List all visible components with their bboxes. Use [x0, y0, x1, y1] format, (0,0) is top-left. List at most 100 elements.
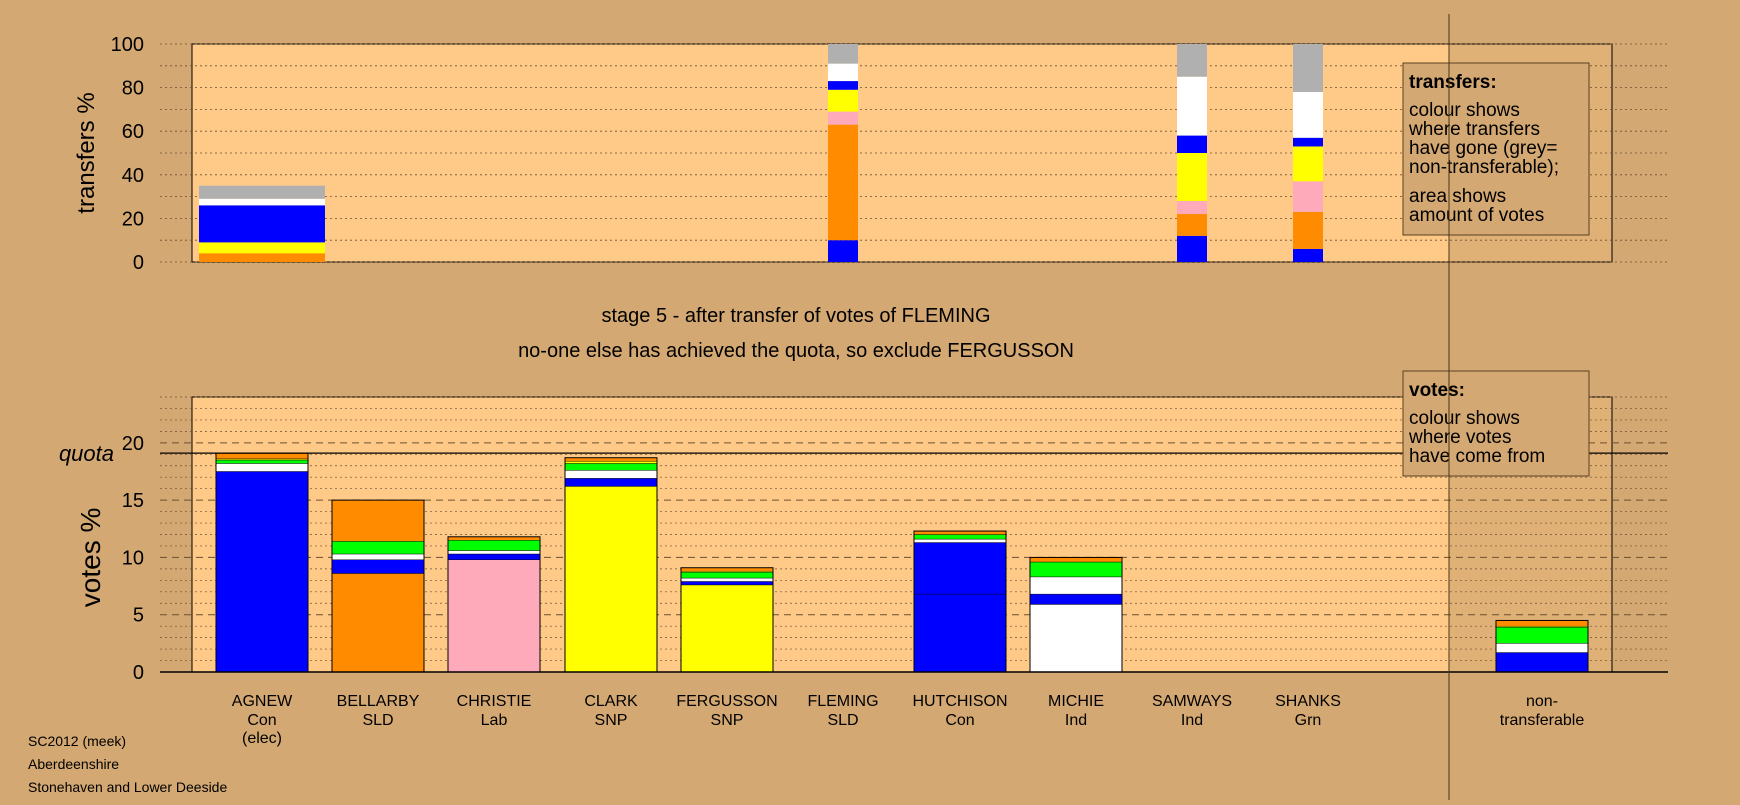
votes-bar-segment [215, 459, 309, 464]
votes-bar-segment [680, 581, 774, 586]
transfers-y-tick-label: 100 [111, 34, 144, 56]
candidate-name-label: BELLARBY [337, 693, 420, 710]
stage-text: stage 5 - after transfer of votes of FLE… [601, 305, 990, 327]
votes-bar-segment [331, 553, 425, 560]
transfers-legend-line: amount of votes [1409, 205, 1544, 226]
votes-y-tick-label: 5 [133, 605, 144, 627]
candidate-name-label: FERGUSSON [676, 693, 777, 710]
transfers-bar-segment [1177, 76, 1207, 136]
votes-bar-segment [913, 534, 1007, 540]
votes-bar-segment [913, 538, 1007, 543]
transfers-bar-segment [199, 253, 325, 262]
votes-bar-segment [331, 573, 425, 673]
transfers-bar-segment [1177, 44, 1207, 77]
transfers-legend-box [1402, 62, 1590, 236]
votes-legend-line: colour shows [1409, 408, 1520, 429]
transfers-bar-segment [1177, 135, 1207, 153]
footer-line-1: SC2012 (meek) [28, 733, 126, 749]
transfers-bar-segment [199, 205, 325, 243]
votes-bar-segment [913, 530, 1007, 535]
candidate-party-label: Ind [1181, 712, 1203, 729]
transfers-bar-segment [1293, 44, 1323, 92]
candidate-party-label: SNP [711, 712, 744, 729]
transfers-y-tick-label: 20 [122, 208, 144, 230]
candidate-name-label: SHANKS [1275, 693, 1341, 710]
transfers-bar-segment [828, 111, 858, 125]
votes-bar-segment [331, 559, 425, 574]
votes-bar-segment [1029, 576, 1123, 595]
transfers-bar-segment [1177, 200, 1207, 215]
transfers-bar-segment [1293, 181, 1323, 212]
votes-bar-segment [913, 593, 1007, 673]
votes-y-axis-label: votes % [75, 508, 106, 608]
votes-y-tick-label: 10 [122, 547, 144, 569]
votes-bar-segment [1029, 604, 1123, 673]
votes-bar-segment [1495, 627, 1589, 644]
transfers-y-tick-label: 60 [122, 121, 144, 143]
candidate-party-label: Ind [1065, 712, 1087, 729]
transfers-bar-segment [199, 198, 325, 206]
votes-bar-segment [564, 486, 658, 673]
candidate-note-label: (elec) [242, 730, 282, 747]
transfers-legend-line: have gone (grey= [1409, 138, 1557, 159]
votes-bar-segment [564, 478, 658, 487]
candidate-name-label: FLEMING [807, 693, 878, 710]
votes-bar-segment [1495, 643, 1589, 653]
transfers-bar-segment [1293, 137, 1323, 147]
transfers-legend-line: non-transferable); [1409, 157, 1559, 178]
quota-label: quota [59, 441, 114, 466]
votes-y-tick-label: 20 [122, 433, 144, 455]
votes-bar-segment [1029, 593, 1123, 605]
votes-bar-segment [1495, 652, 1589, 673]
votes-legend-line: where votes [1408, 427, 1511, 448]
transfers-bar-segment [1177, 235, 1207, 262]
transfers-bar-segment [828, 44, 858, 64]
transfers-bar-segment [1293, 91, 1323, 138]
candidate-name-label: CHRISTIE [457, 693, 532, 710]
transfers-y-tick-label: 40 [122, 165, 144, 187]
votes-legend-title: votes: [1409, 380, 1465, 401]
votes-bar-segment [1029, 557, 1123, 563]
votes-y-tick-label: 0 [133, 662, 144, 684]
candidate-party-label: Lab [481, 712, 508, 729]
votes-bar-segment [331, 541, 425, 555]
votes-bar-segment [331, 499, 425, 542]
transfers-bar-segment [1177, 153, 1207, 201]
votes-bar-segment [1029, 561, 1123, 578]
candidate-party-label: Grn [1295, 712, 1322, 729]
votes-bar-segment [447, 559, 541, 673]
candidate-name-label: HUTCHISON [912, 693, 1007, 710]
candidate-name-label: AGNEW [232, 693, 293, 710]
transfers-legend-title: transfers: [1409, 72, 1497, 93]
votes-bar-segment [913, 542, 1007, 595]
status-text: no-one else has achieved the quota, so e… [518, 340, 1074, 362]
candidate-party-label: Con [945, 712, 974, 729]
transfers-bar-segment [1293, 248, 1323, 262]
transfers-bar-segment [199, 242, 325, 254]
transfers-bar-segment [1177, 214, 1207, 236]
votes-legend-line: have come from [1409, 446, 1545, 467]
candidate-party-label: SLD [362, 712, 393, 729]
votes-bar-segment [215, 452, 309, 460]
transfers-bar-segment [199, 185, 325, 199]
transfers-bar-segment [1293, 146, 1323, 182]
candidate-party-label: Con [247, 712, 276, 729]
transfers-bar-segment [828, 124, 858, 241]
candidate-party-label: SNP [595, 712, 628, 729]
votes-bar-segment [564, 470, 658, 479]
votes-bar-segment [447, 553, 541, 560]
votes-bar-segment [447, 536, 541, 541]
transfers-bar-segment [828, 240, 858, 262]
transfers-y-axis-label: transfers % [73, 92, 100, 213]
votes-bar-segment [680, 567, 774, 572]
votes-bar-segment [215, 463, 309, 472]
transfers-y-tick-label: 0 [133, 252, 144, 274]
votes-bar-segment [447, 550, 541, 555]
votes-bar-segment [680, 577, 774, 582]
transfers-bar-segment [828, 81, 858, 90]
transfers-bar-segment [828, 89, 858, 112]
candidate-name-label: non- [1526, 693, 1558, 710]
